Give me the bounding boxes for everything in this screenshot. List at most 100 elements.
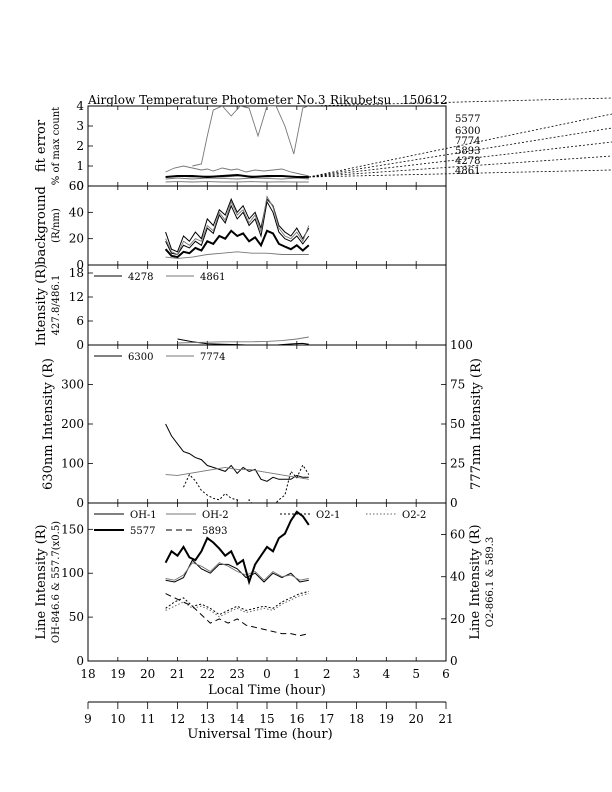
legend-leader [308, 155, 612, 178]
legend-label-7774: 7774 [200, 352, 225, 363]
y2tick-label: 20 [450, 612, 465, 626]
ytick-label: 18 [69, 266, 84, 280]
series-bg-2 [164, 229, 310, 259]
ytick-label: 150 [61, 522, 84, 536]
legend-label: 7774 [455, 136, 480, 147]
local-time-tick: 22 [200, 667, 215, 681]
local-time-tick: 18 [80, 667, 95, 681]
y2tick-label: 100 [450, 338, 473, 352]
ylabel: 630nm Intensity (R) [41, 358, 56, 490]
ytick-label: 0 [76, 258, 84, 272]
ut-tick: 12 [170, 712, 185, 726]
ut-tick: 20 [409, 712, 424, 726]
ut-tick: 19 [379, 712, 394, 726]
ut-tick: 16 [289, 712, 304, 726]
ylabel: fit error [34, 119, 49, 172]
panel-frame [87, 344, 447, 504]
ut-tick: 11 [140, 712, 155, 726]
ytick-label: 3 [76, 119, 84, 133]
legend-label-O2-1: O2-1 [316, 510, 340, 521]
local-time-tick: 23 [230, 667, 245, 681]
legend-label-OH-1: OH-1 [130, 510, 157, 521]
panel-intensity-630-777: 0 100 200 300 0 25 50 75 100 630nm Intensity (R) 7… [41, 338, 484, 510]
legend-label-6300: 6300 [128, 352, 153, 363]
local-time-tick: 20 [140, 667, 155, 681]
legend-label: 4278 [455, 156, 480, 167]
series-group [165, 423, 310, 503]
series-O2-2 [165, 593, 309, 618]
y2tick-label: 40 [450, 570, 465, 584]
local-time-tick: 6 [442, 667, 450, 681]
ut-tick: 18 [349, 712, 364, 726]
y2tick-label: 75 [450, 378, 465, 392]
ylabel: % of max count [51, 107, 62, 185]
ytick-label: 50 [69, 610, 84, 624]
series-4278 [165, 173, 309, 179]
ytick-label: 60 [69, 179, 84, 193]
title-site: Rikubetsu [330, 93, 392, 107]
local-time-tick: 0 [263, 667, 271, 681]
ytick-label: 2 [76, 139, 84, 153]
ut-tick: 14 [230, 712, 246, 726]
ytick-label: 4 [76, 99, 84, 113]
series-bg-3 [165, 200, 310, 256]
series-OH-2 [165, 562, 309, 581]
local-time-tick: 21 [170, 667, 185, 681]
ytick-label: 100 [61, 566, 84, 580]
y2tick-label: 0 [450, 654, 458, 668]
figure-title: Airglow Temperature Photometer No.3 Riku… [87, 93, 448, 107]
panel-background: 0 20 40 60 background (R/nm) [34, 179, 447, 272]
legend-label-5893: 5893 [202, 526, 227, 537]
legend-leader [308, 141, 612, 178]
legend-leader [308, 127, 612, 178]
local-time-tick: 2 [323, 667, 331, 681]
ylabel: Line Intensity (R) [34, 524, 49, 639]
legend-label-4278: 4278 [128, 272, 153, 283]
panel-frame [87, 105, 447, 187]
series-group [177, 336, 309, 345]
series-4861 [177, 336, 309, 344]
series-group [164, 195, 310, 259]
legend-label-4861: 4861 [200, 272, 225, 283]
title-date: 150612 [402, 93, 448, 107]
ylabel: (R/nm) [51, 208, 62, 243]
ytick-label: 0 [76, 496, 84, 510]
legend-label-O2-2: O2-2 [402, 510, 426, 521]
y2label: O2-866.1 & 589.3 [485, 537, 496, 627]
ytick-label: 0 [76, 338, 84, 352]
y2label: Line Intensity (R) [468, 524, 483, 639]
series-6300 [165, 423, 309, 482]
ytick-label: 100 [61, 457, 84, 471]
ylabel: background [34, 186, 49, 265]
series-6300 [192, 106, 309, 167]
ytick-label: 20 [69, 232, 84, 246]
ylabel: 427.8/486.1 [51, 275, 62, 336]
local-time-tick: 3 [353, 667, 361, 681]
local-time-tick: 4 [383, 667, 391, 681]
ytick-label: 300 [61, 378, 84, 392]
legend-leader [308, 97, 612, 107]
panel-intensity-427-486: 0 6 12 18 Intensity (R) 427.8/486.1 4278 4861 [34, 264, 447, 352]
y2tick-label: 60 [450, 528, 465, 542]
local-time-tick: 5 [412, 667, 420, 681]
ut-tick: 10 [110, 712, 125, 726]
ut-tick: 17 [319, 712, 334, 726]
ut-tick: 13 [200, 712, 215, 726]
ytick-label: 0 [76, 179, 84, 193]
ylabel: OH-846.6 & 557.7(x0.5) [51, 521, 62, 643]
legend-label: 5577 [455, 114, 480, 125]
y2tick-label: 50 [450, 417, 465, 431]
y2tick-label: 25 [450, 457, 465, 471]
ut-tick: 15 [259, 712, 274, 726]
legend-label: 6300 [455, 126, 480, 137]
ut-label: Universal Time (hour) [187, 727, 332, 742]
ytick-label: 40 [69, 205, 84, 219]
legend-label-5577: 5577 [130, 526, 155, 537]
local-time-tick: 1 [293, 667, 301, 681]
series-4278 [177, 338, 309, 345]
ut-tick: 9 [84, 712, 92, 726]
series-bg-1 [165, 197, 310, 253]
